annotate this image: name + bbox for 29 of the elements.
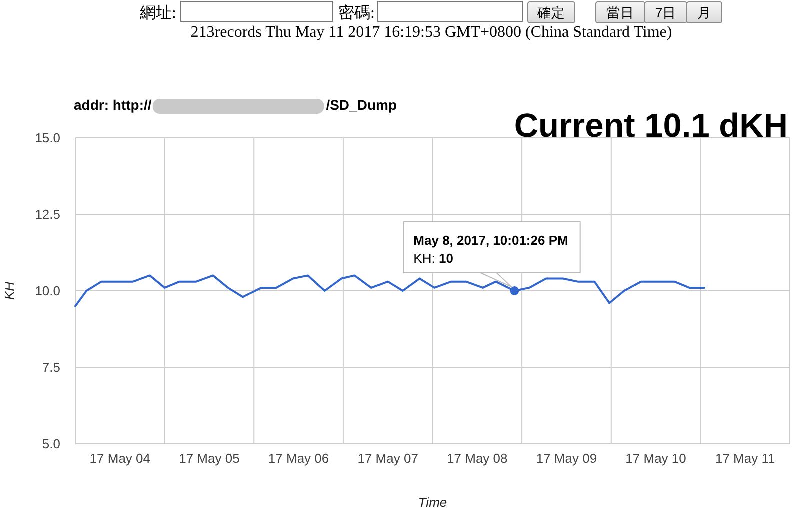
y-tick-label: 5.0 <box>42 436 60 452</box>
text: /SD_Dump <box>326 97 397 113</box>
x-tick-label: 17 May 09 <box>536 451 598 466</box>
x-tick-label: 17 May 06 <box>268 451 330 466</box>
button: 確定 <box>528 2 576 24</box>
y-axis-title: KH <box>2 281 17 300</box>
tooltip: May 8, 2017, 10:01:26 PM KH: 10 <box>403 222 581 288</box>
x-tick-label: 17 May 07 <box>358 451 418 466</box>
text: 網址: <box>139 4 176 22</box>
text: addr: http:// <box>74 97 152 113</box>
text: 213records Thu May 11 2017 16:19:53 GMT+0800 (China Standard Time) <box>190 24 672 41</box>
chart-title: Current 10.1 dKH <box>514 108 788 145</box>
x-tick-label: 17 May 05 <box>179 451 240 466</box>
x-tick-label: 17 May 08 <box>447 451 508 466</box>
x-tick-label: 17 May 04 <box>90 451 151 466</box>
button: 月 <box>686 2 722 24</box>
y-tick-label: 12.5 <box>35 207 60 222</box>
line-series <box>74 274 706 308</box>
button: 7日 <box>644 2 688 24</box>
y-tick-label: 7.5 <box>42 360 60 375</box>
text: 密碼: <box>338 4 375 22</box>
annotation: May 8, 2017, 10:01:26 PM <box>414 233 568 248</box>
y-tick-label: 15.0 <box>35 130 60 146</box>
x-tick-label: 17 May 11 <box>715 451 776 466</box>
button: 當日 <box>596 2 646 24</box>
x-axis-title: Time <box>418 495 448 510</box>
annotation: KH: 10 <box>414 251 454 266</box>
y-tick-label: 10.0 <box>35 284 60 298</box>
x-tick-label: 17 May 10 <box>626 451 686 466</box>
